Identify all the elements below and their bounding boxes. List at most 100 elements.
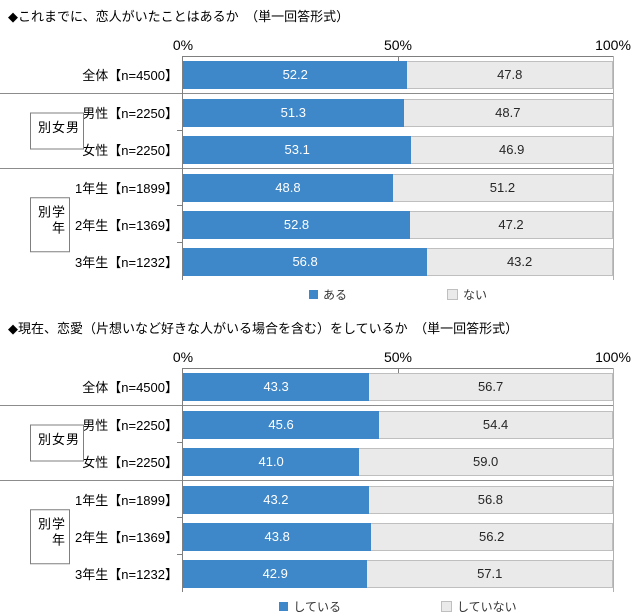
axis-right-line: [613, 368, 614, 592]
legend-swatch-primary: [279, 602, 289, 611]
legend-swatch-primary: [308, 290, 318, 299]
stacked-bar: 48.8 51.2: [183, 173, 613, 202]
bar-segment-secondary: 54.4: [379, 410, 613, 439]
bar-segment-secondary: 48.7: [403, 98, 613, 127]
axis-tick-label: 50%: [383, 349, 413, 365]
bar-segment-secondary: 46.9: [411, 135, 613, 164]
legend-item: ない: [447, 286, 487, 303]
legend-label: ある: [322, 288, 347, 302]
bar-segment-secondary: 56.7: [369, 372, 613, 401]
axis-row-tick: [177, 130, 182, 131]
category-group: 全体【n=4500】 43.3 56.7: [0, 368, 614, 405]
axis-mid-tick: [398, 368, 399, 373]
category-group: 1年生【n=1899】 43.2 56.8 2年生【n=1369】 43.8 56.2 3年…: [0, 480, 614, 592]
row-label: 3年生【n=1232】: [75, 567, 178, 582]
chart-row: 男性【n=2250】 51.3 48.7: [0, 94, 614, 131]
bar-segment-primary: 53.1: [183, 135, 412, 164]
bar-segment-primary: 43.2: [183, 485, 369, 514]
axis-right-line: [613, 56, 614, 280]
chart-row: 女性【n=2250】 53.1 46.9: [0, 131, 614, 168]
stacked-bar: 43.2 56.8: [183, 485, 613, 514]
row-label: 全体【n=4500】: [82, 68, 178, 83]
bar-segment-primary: 42.9: [183, 559, 368, 588]
stacked-bar: 42.9 57.1: [183, 559, 613, 588]
stacked-bar: 52.8 47.2: [183, 210, 613, 239]
group-label: 学年別: [30, 196, 70, 253]
legend-item: していない: [441, 598, 517, 615]
row-label: 女性【n=2250】: [82, 455, 178, 470]
row-label: 1年生【n=1899】: [75, 493, 178, 508]
category-group: 男性【n=2250】 45.6 54.4 女性【n=2250】 41.0 59.0 男女別: [0, 405, 614, 480]
row-label: 1年生【n=1899】: [75, 181, 178, 196]
chart-row: 女性【n=2250】 41.0 59.0: [0, 443, 614, 480]
chart-row: 1年生【n=1899】 48.8 51.2: [0, 169, 614, 206]
chart-row: 2年生【n=1369】 52.8 47.2: [0, 206, 614, 243]
chart-title: ◆現在、恋愛（片想いなど好きな人がいる場合を含む）をしているか （単一回答形式）: [8, 321, 519, 336]
chart-row: 3年生【n=1232】 56.8 43.2: [0, 243, 614, 280]
legend-swatch-secondary: [441, 601, 452, 612]
axis-tick-label: 0%: [172, 37, 194, 53]
plot-area: 全体【n=4500】 43.3 56.7 男性【n=2250】 45.6 54.4 女性【n…: [0, 368, 614, 592]
group-label: 男女別: [30, 112, 84, 150]
axis-mid-tick: [398, 56, 399, 61]
group-label: 男女別: [30, 424, 84, 462]
axis-tick-label: 0%: [172, 349, 194, 365]
bar-segment-secondary: 56.2: [371, 522, 613, 551]
row-label: 男性【n=2250】: [82, 418, 178, 433]
bar-segment-secondary: 59.0: [359, 447, 613, 476]
bar-segment-primary: 41.0: [183, 447, 360, 476]
row-label: 2年生【n=1369】: [75, 218, 178, 233]
bar-segment-secondary: 47.8: [407, 60, 613, 89]
x-axis: 0% 50% 100%: [0, 25, 631, 56]
bar-segment-primary: 56.8: [183, 247, 428, 276]
legend-swatch-secondary: [447, 289, 458, 300]
row-label: 男性【n=2250】: [82, 106, 178, 121]
stacked-bar: 56.8 43.2: [183, 247, 613, 276]
axis-left-line: [182, 368, 183, 592]
bar-segment-primary: 52.8: [183, 210, 411, 239]
bar-segment-secondary: 57.1: [367, 559, 613, 588]
chart-ever-had-partner: ◆これまでに、恋人がいたことはあるか （単一回答形式） 0% 50% 100% 全体【n…: [0, 0, 640, 307]
bar-segment-primary: 43.8: [183, 522, 372, 551]
bar-segment-primary: 48.8: [183, 173, 393, 202]
chart-row: 2年生【n=1369】 43.8 56.2: [0, 518, 614, 555]
stacked-bar: 45.6 54.4: [183, 410, 613, 439]
legend-label: している: [293, 600, 341, 614]
chart-row: 1年生【n=1899】 43.2 56.8: [0, 481, 614, 518]
stacked-bar: 41.0 59.0: [183, 447, 613, 476]
bar-segment-primary: 51.3: [183, 98, 404, 127]
legend-label: していない: [457, 600, 517, 614]
stacked-bar: 52.2 47.8: [183, 60, 613, 89]
row-label: 3年生【n=1232】: [75, 255, 178, 270]
x-axis: 0% 50% 100%: [0, 337, 631, 368]
legend: ある ない: [182, 280, 614, 307]
bar-segment-secondary: 43.2: [427, 247, 613, 276]
bar-segment-primary: 43.3: [183, 372, 370, 401]
axis-row-tick: [177, 554, 182, 555]
legend-item: している: [279, 598, 341, 615]
bar-segment-secondary: 56.8: [368, 485, 613, 514]
stacked-bar: 43.8 56.2: [183, 522, 613, 551]
chart-row: 全体【n=4500】 52.2 47.8: [0, 56, 614, 93]
group-label: 学年別: [30, 508, 70, 565]
category-group: 全体【n=4500】 52.2 47.8: [0, 56, 614, 93]
chart-currently-in-love: ◆現在、恋愛（片想いなど好きな人がいる場合を含む）をしているか （単一回答形式）…: [0, 307, 640, 616]
stacked-bar: 43.3 56.7: [183, 372, 613, 401]
axis-row-tick: [177, 242, 182, 243]
legend-item: ある: [308, 286, 347, 303]
row-label: 女性【n=2250】: [82, 143, 178, 158]
plot-area: 全体【n=4500】 52.2 47.8 男性【n=2250】 51.3 48.7 女性【n…: [0, 56, 614, 280]
category-group: 男性【n=2250】 51.3 48.7 女性【n=2250】 53.1 46.9 男女別: [0, 93, 614, 168]
axis-tick-label: 100%: [595, 37, 631, 53]
axis-tick-label: 50%: [383, 37, 413, 53]
axis-row-tick: [177, 517, 182, 518]
bar-segment-secondary: 47.2: [410, 210, 613, 239]
bar-segment-primary: 45.6: [183, 410, 380, 439]
axis-row-tick: [177, 442, 182, 443]
chart-row: 3年生【n=1232】 42.9 57.1: [0, 555, 614, 592]
axis-tick-label: 100%: [595, 349, 631, 365]
bar-segment-secondary: 51.2: [392, 173, 613, 202]
legend-label: ない: [463, 288, 488, 302]
legend: している していない: [182, 592, 614, 616]
